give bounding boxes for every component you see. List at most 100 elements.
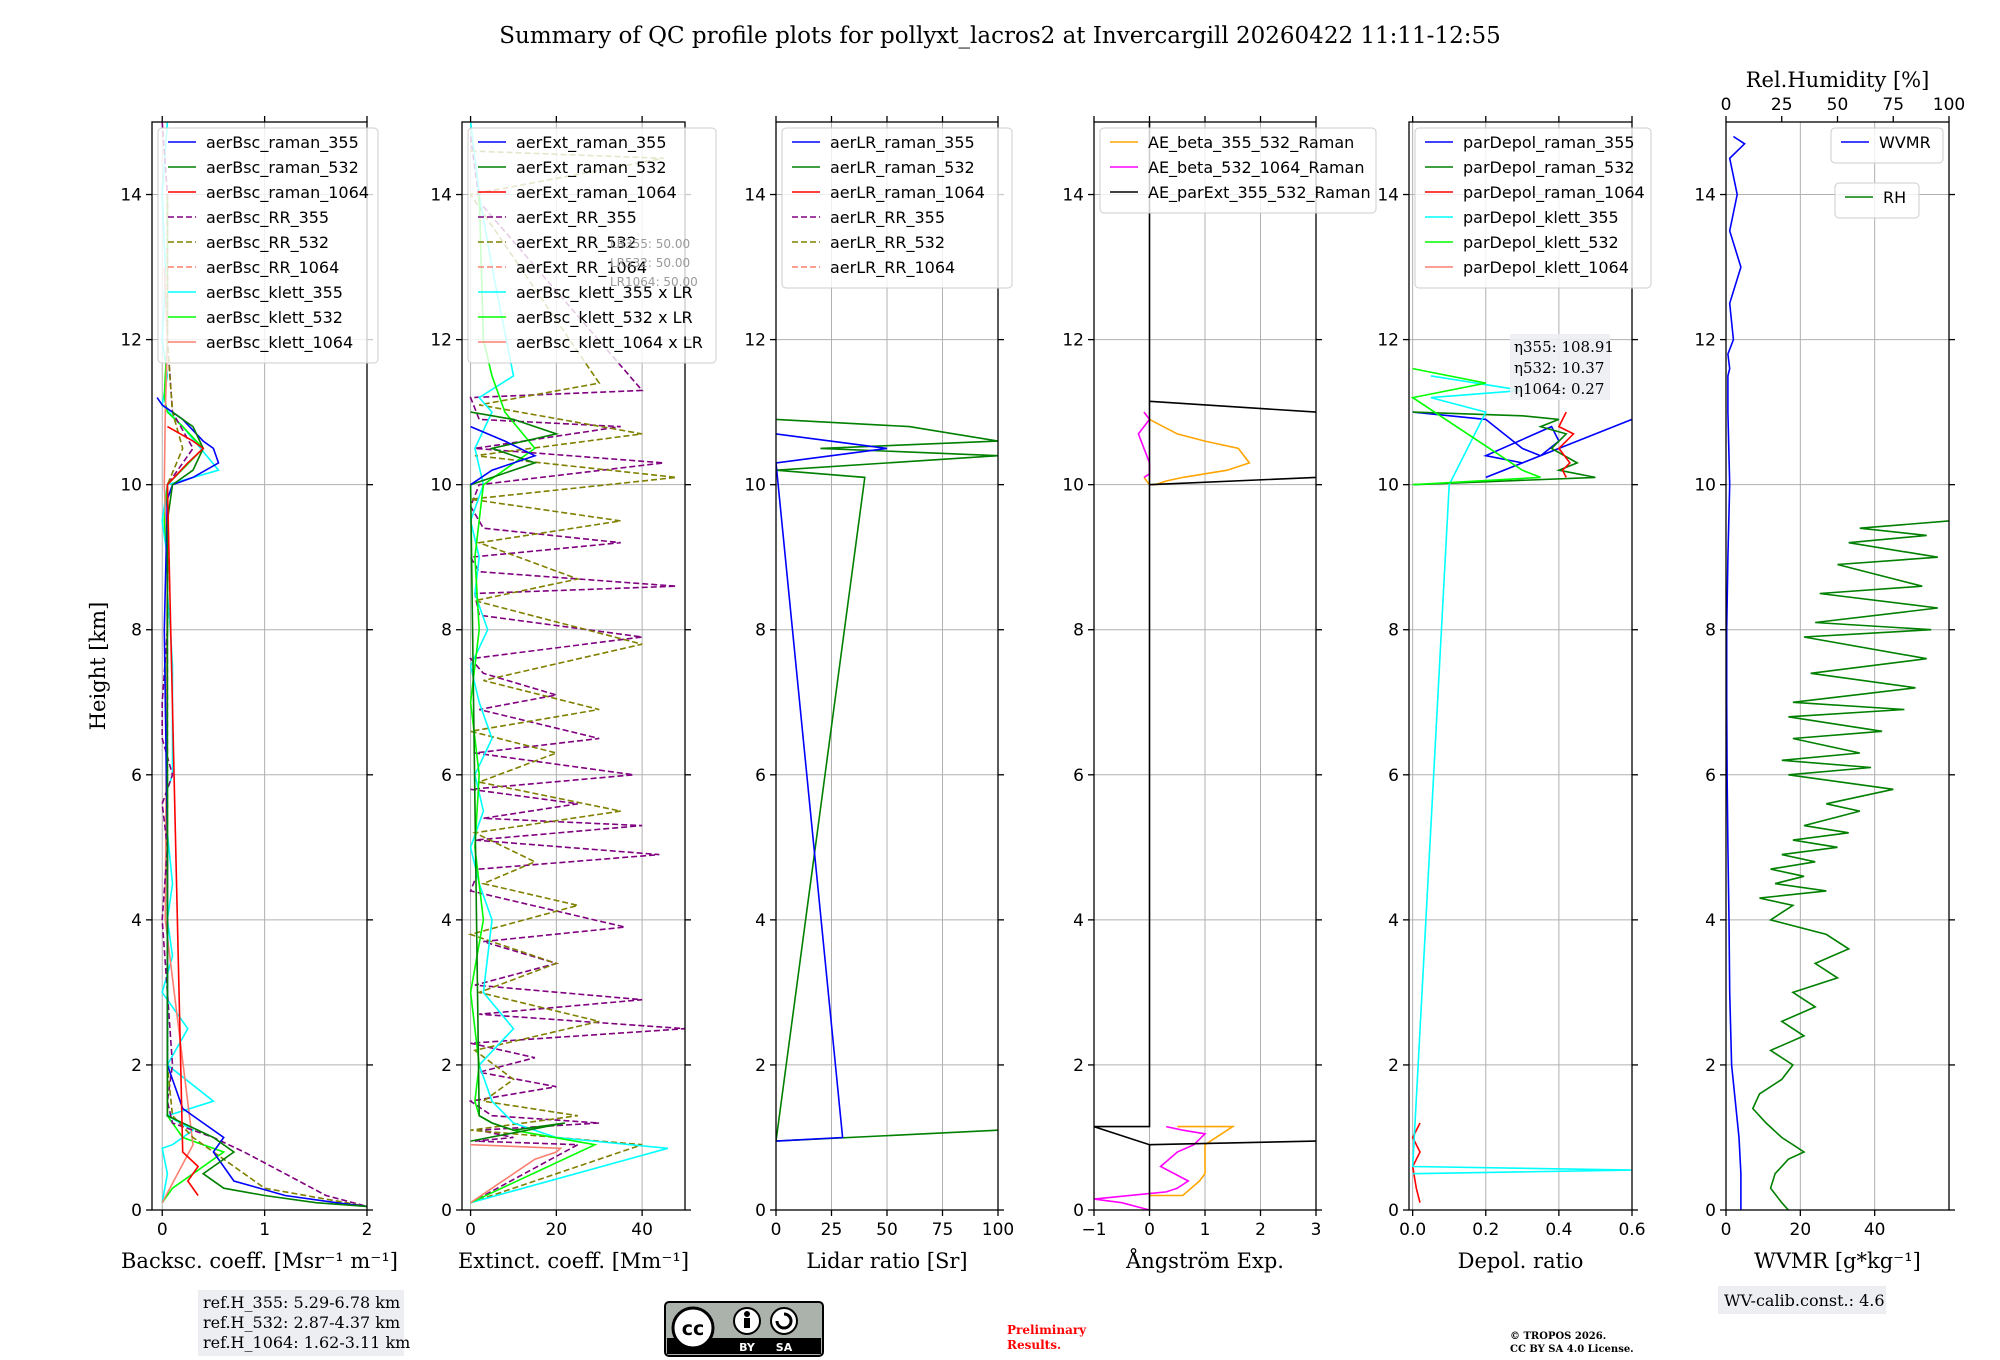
legend-label: parDepol_raman_1064 [1463, 183, 1645, 203]
by-label: BY [739, 1341, 756, 1354]
panel-2: 0 2 4 6 8 10 12 14 0 20 40 Extinct. coeff. [Mm⁻¹] ae… [430, 116, 717, 1273]
series-aerBsc_raman_532 [166, 411, 367, 1208]
x-tick-label: 3 [1311, 1220, 1322, 1240]
y-tick-label: 6 [441, 766, 452, 786]
preliminary-line-1: Preliminary [1007, 1323, 1087, 1337]
x-tick-label: 100 [982, 1220, 1014, 1240]
y-tick-label: 2 [441, 1056, 452, 1076]
legend-label: aerLR_raman_532 [830, 158, 975, 178]
series-group [776, 418, 998, 1142]
legend-box [1414, 127, 1652, 289]
series-AE_beta_355_532_Raman_low [1149, 1125, 1236, 1197]
series-AE_beta_532_1064_Raman_low [1094, 1125, 1207, 1210]
axes-frame [1408, 121, 1633, 1211]
ref-height-text: ref.H_532: 2.87-4.37 km [203, 1313, 400, 1332]
x-tick-label: −1 [1081, 1220, 1106, 1240]
legend-rh: RH [1834, 182, 1920, 219]
lr-text: LR532: 50.00 [610, 256, 690, 270]
legend: parDepol_raman_355 parDepol_raman_532 parD… [1414, 127, 1652, 289]
y-tick-label: 8 [1705, 621, 1716, 641]
x-tick-label: 2 [1255, 1220, 1266, 1240]
sa-label: SA [776, 1341, 793, 1354]
x-tick-label: 0 [465, 1220, 476, 1240]
series-aerExt_RR_355 [468, 136, 685, 1204]
x-tick-label: 0 [771, 1220, 782, 1240]
series-aerBsc_raman_355 [156, 397, 367, 1208]
y-tick-label: 12 [430, 331, 452, 351]
y-tick-label: 2 [131, 1056, 142, 1076]
x-axis-label: Depol. ratio [1458, 1249, 1584, 1273]
y-tick-label: 0 [441, 1201, 452, 1221]
y-tick-label: 10 [430, 476, 452, 496]
y-tick-label: 14 [430, 186, 452, 206]
x2-tick-label: 25 [1771, 95, 1793, 115]
y-tick-label: 12 [1694, 331, 1716, 351]
legend-label: aerLR_RR_532 [830, 233, 945, 253]
share-alike-icon [770, 1307, 798, 1335]
series-parDepol_raman_355 [1412, 411, 1632, 479]
legend-box [467, 127, 717, 364]
legend-label: aerBsc_raman_1064 [206, 183, 369, 203]
y-tick-label: 10 [1377, 476, 1399, 496]
legend-label: aerBsc_klett_355 [206, 283, 343, 303]
series-parDepol_raman_532 [1412, 411, 1596, 486]
x-tick-label: 1 [1200, 1220, 1211, 1240]
legend: aerBsc_raman_355 aerBsc_raman_532 aerBsc_r… [157, 127, 379, 364]
y-tick-label: 2 [1705, 1056, 1716, 1076]
series-parDepol_raman_1064 [1557, 411, 1575, 478]
x-tick-label: 0.4 [1545, 1220, 1572, 1240]
y-tick-label: 4 [1073, 911, 1084, 931]
legend-box [1099, 127, 1377, 214]
y-tick-label: 10 [1694, 476, 1716, 496]
y-tick-label: 2 [755, 1056, 766, 1076]
x-tick-label: 40 [631, 1220, 653, 1240]
legend-label: aerLR_raman_355 [830, 133, 975, 153]
legend-label: AE_parExt_355_532_Raman [1148, 183, 1371, 203]
legend-label: aerBsc_RR_532 [206, 233, 329, 253]
legend-label: aerLR_RR_1064 [830, 258, 955, 278]
legend-label: aerBsc_klett_1064 [206, 333, 353, 353]
y-tick-label: 10 [744, 476, 766, 496]
x-tick-label: 0.2 [1472, 1220, 1499, 1240]
figure-title: Summary of QC profile plots for pollyxt_… [499, 23, 1500, 49]
legend-wvmr: WVMR [1830, 127, 1944, 164]
wv-calib-box [1718, 1286, 1886, 1314]
y-tick-label: 14 [744, 186, 766, 206]
legend-label: aerExt_RR_355 [516, 208, 637, 228]
series-group [1094, 122, 1316, 1210]
legend-label: aerExt_RR_1064 [516, 258, 647, 278]
y-tick-label: 6 [755, 766, 766, 786]
axes-frame [151, 121, 368, 1211]
y-axis-label: Height [km] [86, 602, 110, 731]
y-tick-label: 0 [1705, 1201, 1716, 1221]
legend-label: parDepol_raman_532 [1463, 158, 1635, 178]
legend-box [781, 127, 1013, 289]
legend-label: aerExt_raman_532 [516, 158, 667, 178]
copyright-line-2: CC BY SA 4.0 License. [1510, 1344, 1634, 1355]
x-axis-label: Lidar ratio [Sr] [806, 1249, 967, 1273]
legend-label: parDepol_raman_355 [1463, 133, 1635, 153]
x-tick-label: 0.6 [1618, 1220, 1645, 1240]
copyright-line-1: © TROPOS 2026. [1510, 1331, 1606, 1342]
x-tick-label: 40 [1864, 1220, 1886, 1240]
legend-box [1834, 182, 1920, 219]
legend-label: RH [1883, 188, 1906, 207]
x-tick-label: 0 [1144, 1220, 1155, 1240]
legend: aerLR_raman_355 aerLR_raman_532 aerLR_rama… [781, 127, 1013, 289]
series-aerExt_RR_532 [467, 150, 677, 1204]
series-parDepol_klett_532 [1410, 367, 1541, 486]
series-aerBsc_RR_355 [161, 122, 367, 1208]
cc-license-badge: cc BY SA [664, 1301, 824, 1357]
y-tick-label: 2 [1388, 1056, 1399, 1076]
legend-label: aerBsc_RR_355 [206, 208, 329, 228]
series-RH [1751, 520, 1949, 1210]
x-tick-label: 0.0 [1399, 1220, 1426, 1240]
series-aerBsc_klett_355 x LR [469, 122, 669, 1204]
y-tick-label: 8 [441, 621, 452, 641]
y-tick-label: 6 [1705, 766, 1716, 786]
eta-text: η532: 10.37 [1514, 359, 1604, 377]
y-tick-label: 14 [120, 186, 142, 206]
y-tick-label: 8 [755, 621, 766, 641]
